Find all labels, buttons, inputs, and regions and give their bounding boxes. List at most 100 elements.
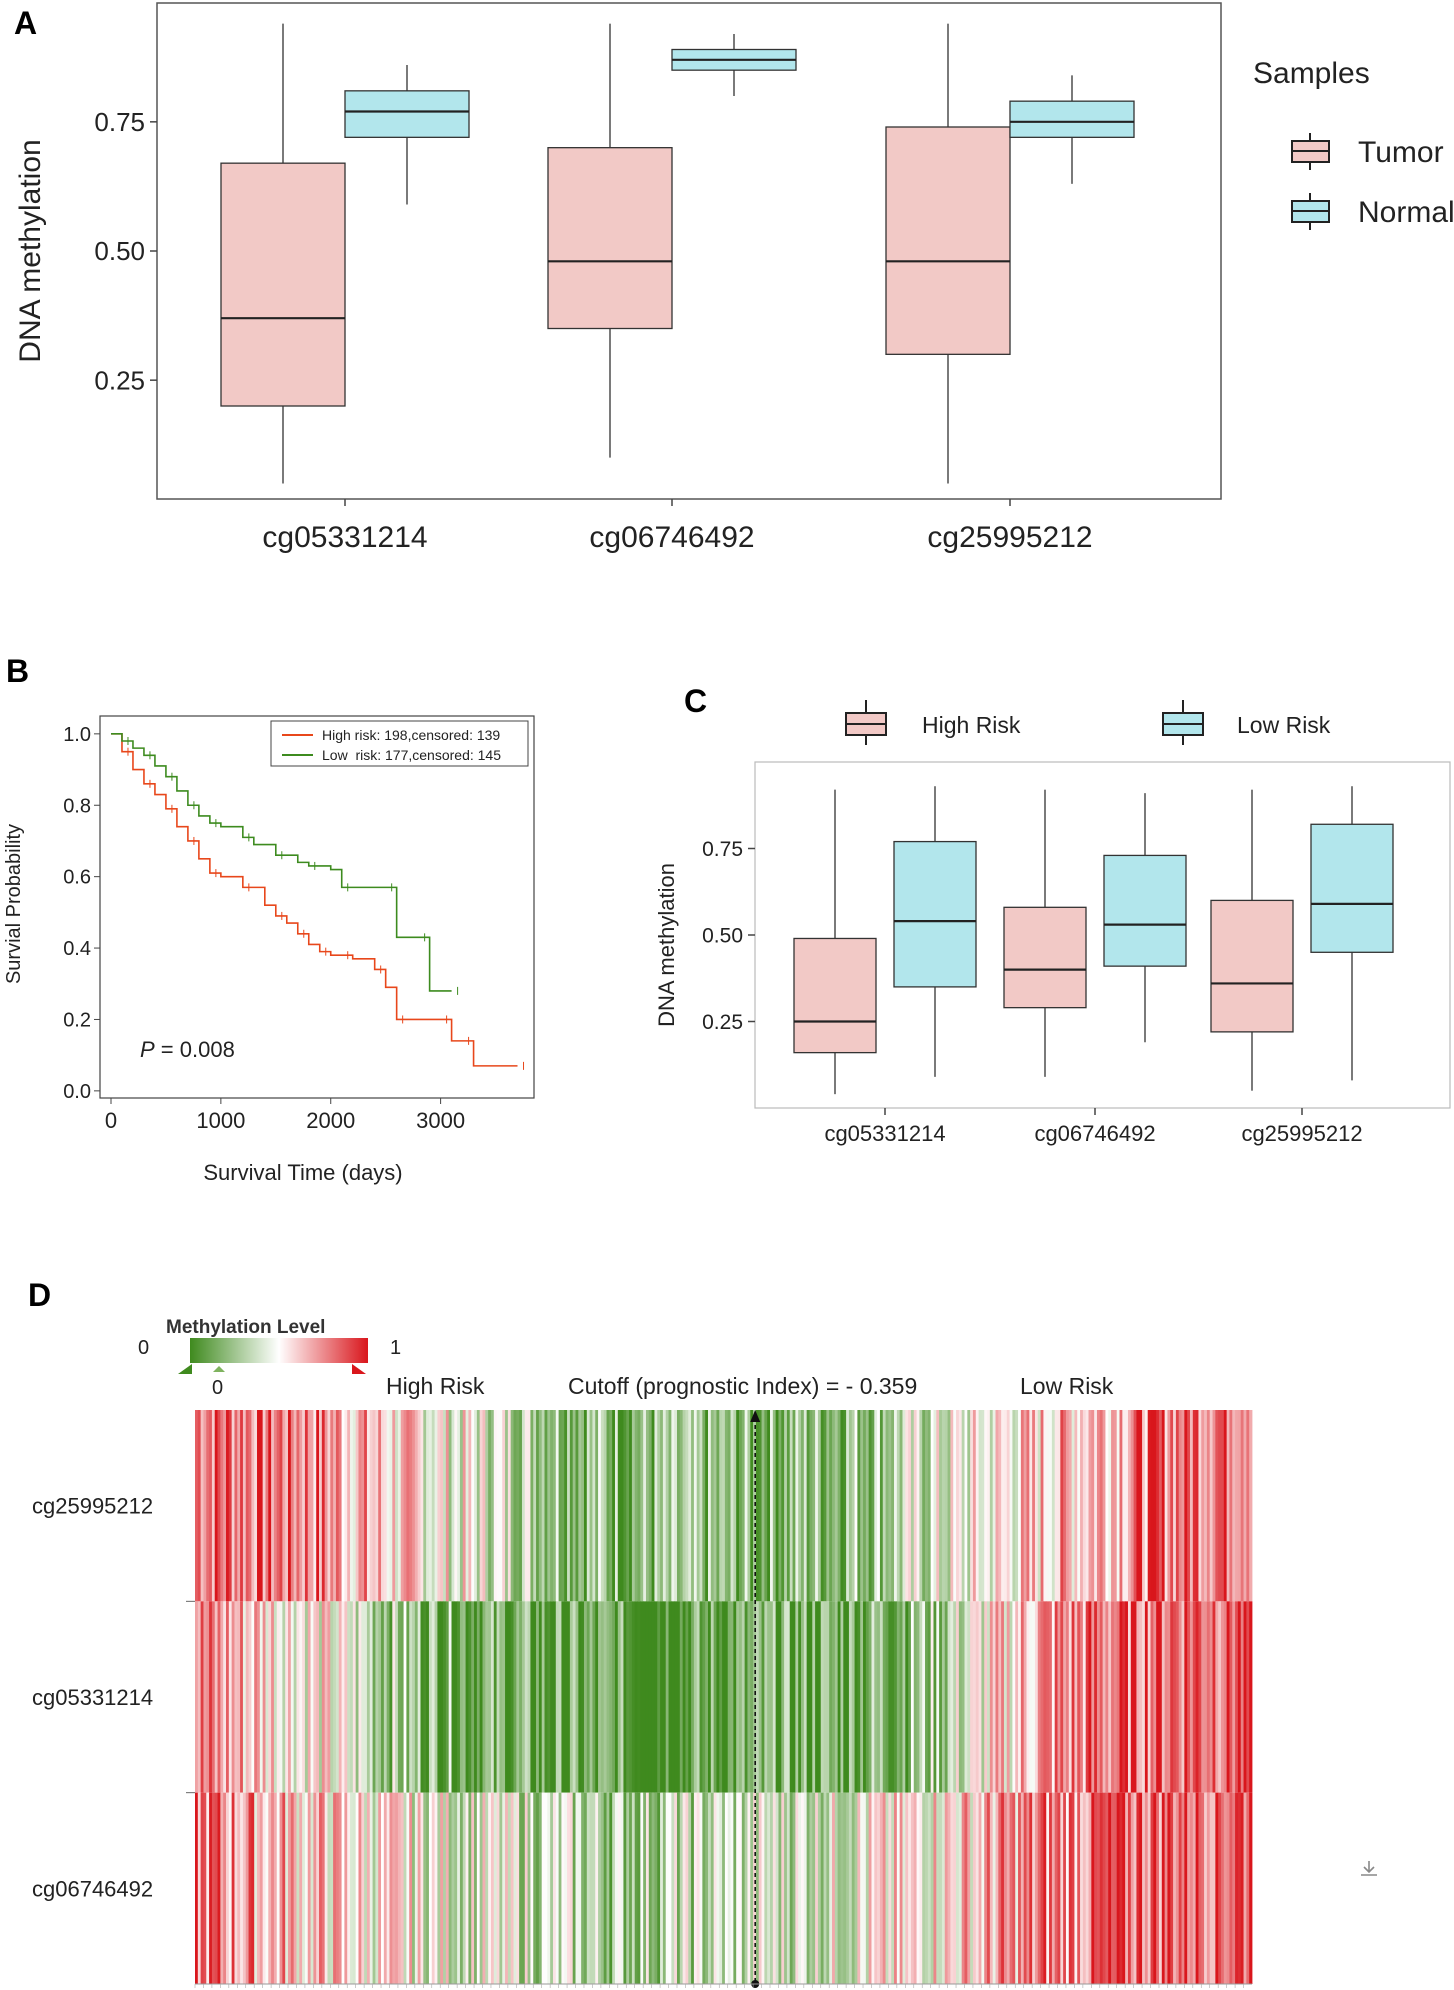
heatmap-cell <box>679 1410 684 1602</box>
heatmap-cell <box>592 1792 596 1984</box>
heatmap-cell <box>874 1410 878 1602</box>
heatmap-cell <box>313 1792 317 1984</box>
heatmap-cell <box>417 1601 421 1793</box>
heatmap-cell <box>1187 1792 1191 1984</box>
heatmap-cell <box>1226 1792 1230 1984</box>
heatmap-cell <box>364 1601 368 1793</box>
heatmap-cell <box>846 1792 850 1984</box>
heatmap-cell <box>781 1410 785 1602</box>
panel-a-ylabel: DNA methylation <box>14 139 47 362</box>
heatmap-cell <box>327 1792 331 1984</box>
heatmap-cell <box>1023 1410 1027 1602</box>
heatmap-cell <box>431 1410 435 1602</box>
heatmap-cell <box>710 1792 715 1984</box>
heatmap-cell <box>285 1601 289 1793</box>
heatmap-cell <box>1046 1792 1050 1984</box>
heatmap-cell <box>443 1410 447 1602</box>
heatmap-cell <box>956 1601 960 1793</box>
download-icon[interactable] <box>1358 1858 1380 1880</box>
heatmap-cell <box>443 1601 447 1793</box>
heatmap-cell <box>448 1601 452 1793</box>
heatmap-cell <box>682 1792 686 1984</box>
heatmap-cell <box>764 1792 768 1984</box>
heatmap-cell <box>958 1410 963 1602</box>
heatmap-cell <box>1096 1410 1101 1602</box>
heatmap-cell <box>967 1410 971 1602</box>
heatmap-cell <box>747 1792 751 1984</box>
heatmap-cell <box>1077 1792 1081 1984</box>
heatmap-cell <box>575 1410 579 1602</box>
heatmap-cell <box>257 1792 261 1984</box>
heatmap-cell <box>1020 1410 1025 1602</box>
heatmap-cell <box>1209 1792 1213 1984</box>
heatmap-cell <box>459 1601 464 1793</box>
heatmap-cell <box>817 1792 822 1984</box>
heatmap-cell <box>558 1792 562 1984</box>
heatmap-cell <box>361 1601 365 1793</box>
heatmap-cell <box>1060 1601 1064 1793</box>
heatmap-cell <box>516 1410 520 1602</box>
heatmap-cell <box>989 1410 994 1602</box>
km-curve-high-risk <box>110 733 518 1067</box>
heatmap-cell <box>888 1601 892 1793</box>
heatmap-cell <box>1032 1601 1036 1793</box>
heatmap-cell <box>682 1601 686 1793</box>
heatmap-cell <box>1094 1792 1098 1984</box>
heatmap-cell <box>1054 1410 1058 1602</box>
heatmap-cell <box>372 1601 376 1793</box>
heatmap-cell <box>992 1601 996 1793</box>
heatmap-cell <box>581 1410 585 1602</box>
heatmap-cell <box>772 1792 777 1984</box>
heatmap-cell <box>846 1601 850 1793</box>
heatmap-cell <box>474 1601 478 1793</box>
heatmap-cell <box>733 1601 737 1793</box>
heatmap-cell <box>662 1792 667 1984</box>
heatmap-cell <box>702 1410 706 1602</box>
heatmap-cell <box>319 1792 323 1984</box>
heatmap-cell <box>564 1601 568 1793</box>
panel-b-survival: Survial Probability Survival Time (days)… <box>3 715 535 1185</box>
heatmap-cell <box>552 1792 557 1984</box>
heatmap-cell <box>739 1792 743 1984</box>
heatmap-cell <box>279 1601 283 1793</box>
heatmap-cell <box>891 1792 895 1984</box>
heatmap-cell <box>586 1792 591 1984</box>
heatmap-cell <box>564 1792 568 1984</box>
heatmap-cell <box>502 1792 506 1984</box>
heatmap-cell <box>685 1410 689 1602</box>
x-tick-label: cg06746492 <box>589 521 754 554</box>
heatmap-cell <box>228 1792 233 1984</box>
heatmap-cell <box>254 1410 258 1602</box>
heatmap-cell <box>620 1410 624 1602</box>
heatmap-cell <box>1161 1410 1166 1602</box>
heatmap-cell <box>1136 1792 1140 1984</box>
heatmap-cell <box>832 1601 836 1793</box>
heatmap-cell <box>1167 1792 1171 1984</box>
heatmap-cell <box>316 1410 320 1602</box>
heatmap-scale-min: 0 <box>138 1337 149 1359</box>
heatmap-cell <box>214 1410 218 1602</box>
heatmap-cell <box>693 1792 698 1984</box>
heatmap-cell <box>428 1601 433 1793</box>
heatmap-cell <box>567 1601 571 1793</box>
heatmap-cell <box>651 1792 655 1984</box>
heatmap-cell <box>412 1601 416 1793</box>
heatmap-cell <box>713 1410 717 1602</box>
heatmap-cell <box>662 1410 667 1602</box>
heatmap-cell <box>465 1410 469 1602</box>
heatmap-cell <box>273 1601 278 1793</box>
heatmap-cell <box>428 1410 433 1602</box>
heatmap-cell <box>961 1792 965 1984</box>
heatmap-cell <box>299 1601 303 1793</box>
heatmap-cell <box>885 1792 889 1984</box>
heatmap-cell <box>863 1792 867 1984</box>
heatmap-cell <box>426 1792 430 1984</box>
heatmap-cell <box>310 1792 314 1984</box>
heatmap-cell <box>1096 1601 1101 1793</box>
heatmap-cell <box>1150 1792 1154 1984</box>
heatmap-cell <box>944 1601 948 1793</box>
heatmap-cell <box>364 1792 368 1984</box>
heatmap-cell <box>457 1792 461 1984</box>
panel-b-curves <box>110 733 525 1070</box>
heatmap-cell <box>1153 1792 1157 1984</box>
